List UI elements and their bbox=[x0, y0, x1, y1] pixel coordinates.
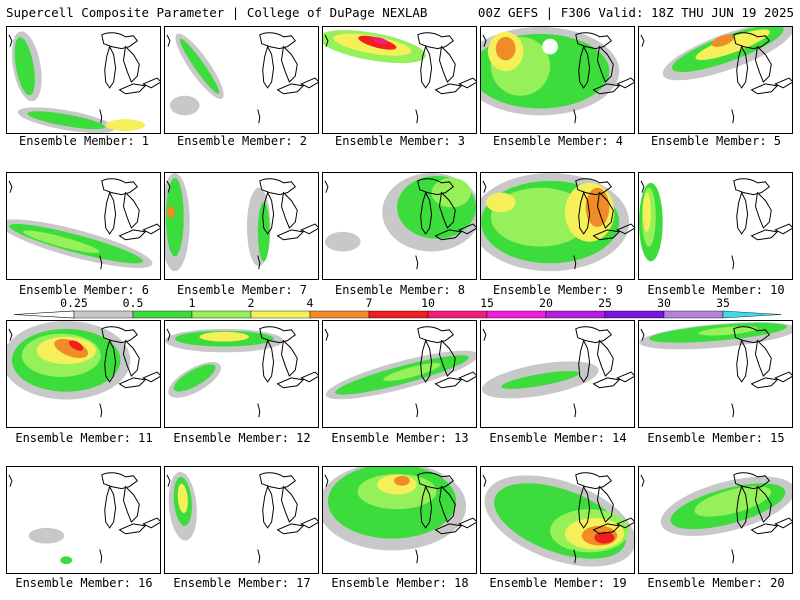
ensemble-map-3 bbox=[322, 26, 477, 134]
ensemble-map-9 bbox=[480, 172, 635, 280]
colorbar-tick-label: 7 bbox=[365, 296, 373, 310]
ensemble-member-label: Ensemble Member: 5 bbox=[650, 134, 782, 148]
colorbar-tick-label: 25 bbox=[598, 296, 612, 310]
header-title: Supercell Composite Parameter | College … bbox=[6, 5, 428, 20]
ensemble-map-4 bbox=[480, 26, 635, 134]
ensemble-member-label: Ensemble Member: 11 bbox=[15, 431, 153, 445]
colorbar-tick-label: 0.5 bbox=[122, 296, 144, 310]
colorbar-tick-label: 35 bbox=[716, 296, 730, 310]
ensemble-member-label: Ensemble Member: 4 bbox=[492, 134, 624, 148]
ensemble-map-1 bbox=[6, 26, 161, 134]
ensemble-member-label: Ensemble Member: 17 bbox=[173, 576, 311, 590]
ensemble-member-label: Ensemble Member: 6 bbox=[18, 283, 150, 297]
ensemble-member-label: Ensemble Member: 16 bbox=[15, 576, 153, 590]
ensemble-map-19 bbox=[480, 466, 635, 574]
colorbar-tick-label: 2 bbox=[247, 296, 255, 310]
ensemble-member-label: Ensemble Member: 9 bbox=[492, 283, 624, 297]
ensemble-member-label: Ensemble Member: 20 bbox=[647, 576, 785, 590]
header-valid-time: 00Z GEFS | F306 Valid: 18Z THU JUN 19 20… bbox=[477, 5, 794, 20]
ensemble-map-18 bbox=[322, 466, 477, 574]
ensemble-map-14 bbox=[480, 320, 635, 428]
ensemble-member-label: Ensemble Member: 2 bbox=[176, 134, 308, 148]
colorbar-tick-label: 20 bbox=[539, 296, 553, 310]
colorbar-tick-label: 30 bbox=[657, 296, 671, 310]
ensemble-map-20 bbox=[638, 466, 793, 574]
ensemble-map-8 bbox=[322, 172, 477, 280]
ensemble-member-label: Ensemble Member: 15 bbox=[647, 431, 785, 445]
ensemble-member-label: Ensemble Member: 18 bbox=[331, 576, 469, 590]
ensemble-member-label: Ensemble Member: 12 bbox=[173, 431, 311, 445]
colorbar-tick-label: 10 bbox=[421, 296, 435, 310]
ensemble-member-label: Ensemble Member: 7 bbox=[176, 283, 308, 297]
ensemble-member-label: Ensemble Member: 1 bbox=[18, 134, 150, 148]
ensemble-map-13 bbox=[322, 320, 477, 428]
ensemble-map-12 bbox=[164, 320, 319, 428]
colorbar-tick-label: 4 bbox=[306, 296, 314, 310]
ensemble-map-2 bbox=[164, 26, 319, 134]
ensemble-map-16 bbox=[6, 466, 161, 574]
ensemble-map-7 bbox=[164, 172, 319, 280]
colorbar-tick-label: 1 bbox=[188, 296, 196, 310]
ensemble-member-label: Ensemble Member: 13 bbox=[331, 431, 469, 445]
ensemble-member-label: Ensemble Member: 19 bbox=[489, 576, 627, 590]
ensemble-member-label: Ensemble Member: 3 bbox=[334, 134, 466, 148]
ensemble-map-6 bbox=[6, 172, 161, 280]
ensemble-map-5 bbox=[638, 26, 793, 134]
ensemble-member-label: Ensemble Member: 8 bbox=[334, 283, 466, 297]
ensemble-map-11 bbox=[6, 320, 161, 428]
ensemble-map-17 bbox=[164, 466, 319, 574]
ensemble-map-15 bbox=[638, 320, 793, 428]
ensemble-member-label: Ensemble Member: 10 bbox=[647, 283, 785, 297]
colorbar bbox=[13, 310, 782, 319]
colorbar-tick-label: 0.25 bbox=[60, 296, 88, 310]
ensemble-map-10 bbox=[638, 172, 793, 280]
ensemble-member-label: Ensemble Member: 14 bbox=[489, 431, 627, 445]
colorbar-tick-label: 15 bbox=[480, 296, 494, 310]
